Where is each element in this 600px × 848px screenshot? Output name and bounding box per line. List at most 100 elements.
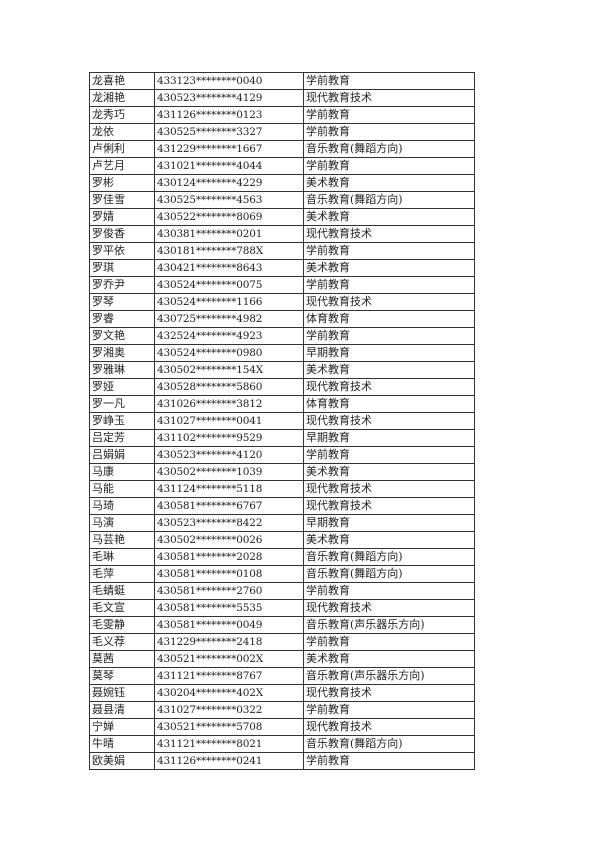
name-cell: 马琦 — [89, 497, 155, 515]
major-cell: 美术教育 — [303, 650, 475, 668]
table-row: 罗平依 430181********788X 学前教育 — [89, 242, 475, 260]
id-number-cell: 430523********4129 — [154, 89, 304, 107]
table-row: 罗峥玉 431027********0041 现代教育技术 — [89, 412, 475, 430]
table-row: 毛蜻蜓 430581********2760 学前教育 — [89, 582, 475, 600]
id-number-cell: 430581********5535 — [154, 599, 304, 617]
name-cell: 罗彬 — [89, 174, 155, 192]
major-cell: 美术教育 — [303, 463, 475, 481]
major-cell: 音乐教育(舞蹈方向) — [303, 140, 475, 158]
major-cell: 学前教育 — [303, 582, 475, 600]
name-cell: 罗俊香 — [89, 225, 155, 243]
id-number-cell: 431021********4044 — [154, 157, 304, 175]
major-cell: 现代教育技术 — [303, 497, 475, 515]
major-cell: 美术教育 — [303, 174, 475, 192]
id-number-cell: 430502********1039 — [154, 463, 304, 481]
name-cell: 罗文艳 — [89, 327, 155, 345]
name-cell: 罗琴 — [89, 293, 155, 311]
table-row: 马康 430502********1039 美术教育 — [89, 463, 475, 481]
id-number-cell: 430502********154X — [154, 361, 304, 379]
name-cell: 聂县清 — [89, 701, 155, 719]
name-cell: 罗平依 — [89, 242, 155, 260]
id-number-cell: 430204********402X — [154, 684, 304, 702]
id-number-cell: 431229********2418 — [154, 633, 304, 651]
table-row: 罗佳雪 430525********4563 音乐教育(舞蹈方向) — [89, 191, 475, 209]
table-row: 毛萍 430581********0108 音乐教育(舞蹈方向) — [89, 565, 475, 583]
id-number-cell: 430581********2028 — [154, 548, 304, 566]
id-number-cell: 430524********0075 — [154, 276, 304, 294]
major-cell: 音乐教育(舞蹈方向) — [303, 191, 475, 209]
major-cell: 现代教育技术 — [303, 225, 475, 243]
name-cell: 罗佳雪 — [89, 191, 155, 209]
id-number-cell: 430522********8069 — [154, 208, 304, 226]
id-number-cell: 430181********788X — [154, 242, 304, 260]
id-number-cell: 430521********002X — [154, 650, 304, 668]
table-row: 吕娟娟 430523********4120 学前教育 — [89, 446, 475, 464]
name-cell: 卢艺月 — [89, 157, 155, 175]
major-cell: 美术教育 — [303, 259, 475, 277]
major-cell: 体育教育 — [303, 310, 475, 328]
id-number-cell: 430421********8643 — [154, 259, 304, 277]
name-cell: 毛蜻蜓 — [89, 582, 155, 600]
name-cell: 龙依 — [89, 123, 155, 141]
major-cell: 音乐教育(舞蹈方向) — [303, 565, 475, 583]
name-cell: 罗婧 — [89, 208, 155, 226]
table-row: 罗婧 430522********8069 美术教育 — [89, 208, 475, 226]
name-cell: 毛义荐 — [89, 633, 155, 651]
table-row: 罗乔尹 430524********0075 学前教育 — [89, 276, 475, 294]
name-cell: 牛晴 — [89, 735, 155, 753]
table-row: 马芸艳 430502********0026 美术教育 — [89, 531, 475, 549]
id-number-cell: 431027********0041 — [154, 412, 304, 430]
name-cell: 马演 — [89, 514, 155, 532]
name-cell: 毛萍 — [89, 565, 155, 583]
id-number-cell: 431126********0123 — [154, 106, 304, 124]
table-row: 罗俊香 430381********0201 现代教育技术 — [89, 225, 475, 243]
id-number-cell: 431102********9529 — [154, 429, 304, 447]
table-row: 龙秀巧 431126********0123 学前教育 — [89, 106, 475, 124]
id-number-cell: 431121********8021 — [154, 735, 304, 753]
name-cell: 罗一凡 — [89, 395, 155, 413]
major-cell: 早期教育 — [303, 429, 475, 447]
id-number-cell: 431121********8767 — [154, 667, 304, 685]
major-cell: 学前教育 — [303, 242, 475, 260]
name-cell: 莫琴 — [89, 667, 155, 685]
table-row: 莫茜 430521********002X 美术教育 — [89, 650, 475, 668]
table-row: 罗一凡 431026********3812 体育教育 — [89, 395, 475, 413]
name-cell: 马康 — [89, 463, 155, 481]
table-row: 马演 430523********8422 早期教育 — [89, 514, 475, 532]
table-row: 聂县清 431027********0322 学前教育 — [89, 701, 475, 719]
table-body: 龙喜艳 433123********0040 学前教育 龙湘艳 430523******… — [89, 72, 475, 770]
table-row: 欧美娟 431126********0241 学前教育 — [89, 752, 475, 770]
major-cell: 音乐教育(声乐器乐方向) — [303, 667, 475, 685]
major-cell: 学前教育 — [303, 752, 475, 770]
id-number-cell: 430523********8422 — [154, 514, 304, 532]
major-cell: 现代教育技术 — [303, 412, 475, 430]
table-row: 龙喜艳 433123********0040 学前教育 — [89, 72, 475, 90]
name-cell: 卢俐利 — [89, 140, 155, 158]
major-cell: 现代教育技术 — [303, 378, 475, 396]
major-cell: 学前教育 — [303, 327, 475, 345]
name-cell: 龙湘艳 — [89, 89, 155, 107]
id-number-cell: 430725********4982 — [154, 310, 304, 328]
id-number-cell: 432524********4923 — [154, 327, 304, 345]
table-row: 罗睿 430725********4982 体育教育 — [89, 310, 475, 328]
major-cell: 学前教育 — [303, 123, 475, 141]
id-number-cell: 430525********3327 — [154, 123, 304, 141]
student-list-table: 龙喜艳 433123********0040 学前教育 龙湘艳 430523******… — [89, 72, 475, 770]
name-cell: 毛琳 — [89, 548, 155, 566]
id-number-cell: 430524********0980 — [154, 344, 304, 362]
table-row: 莫琴 431121********8767 音乐教育(声乐器乐方向) — [89, 667, 475, 685]
major-cell: 现代教育技术 — [303, 718, 475, 736]
table-row: 毛雯静 430581********0049 音乐教育(声乐器乐方向) — [89, 616, 475, 634]
id-number-cell: 431027********0322 — [154, 701, 304, 719]
name-cell: 马芸艳 — [89, 531, 155, 549]
table-row: 牛晴 431121********8021 音乐教育(舞蹈方向) — [89, 735, 475, 753]
major-cell: 学前教育 — [303, 446, 475, 464]
major-cell: 学前教育 — [303, 157, 475, 175]
table-row: 罗琪 430421********8643 美术教育 — [89, 259, 475, 277]
id-number-cell: 433123********0040 — [154, 72, 304, 90]
major-cell: 音乐教育(舞蹈方向) — [303, 735, 475, 753]
id-number-cell: 431126********0241 — [154, 752, 304, 770]
major-cell: 现代教育技术 — [303, 599, 475, 617]
id-number-cell: 431229********1667 — [154, 140, 304, 158]
id-number-cell: 430581********0108 — [154, 565, 304, 583]
